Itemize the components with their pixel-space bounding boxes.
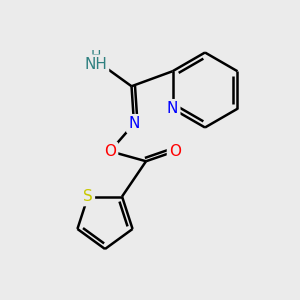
- Text: H: H: [90, 49, 101, 63]
- Text: O: O: [169, 144, 181, 159]
- Text: N: N: [128, 116, 140, 131]
- Text: N: N: [167, 101, 178, 116]
- Text: S: S: [83, 189, 93, 204]
- Text: O: O: [104, 144, 116, 159]
- Text: NH: NH: [84, 57, 107, 72]
